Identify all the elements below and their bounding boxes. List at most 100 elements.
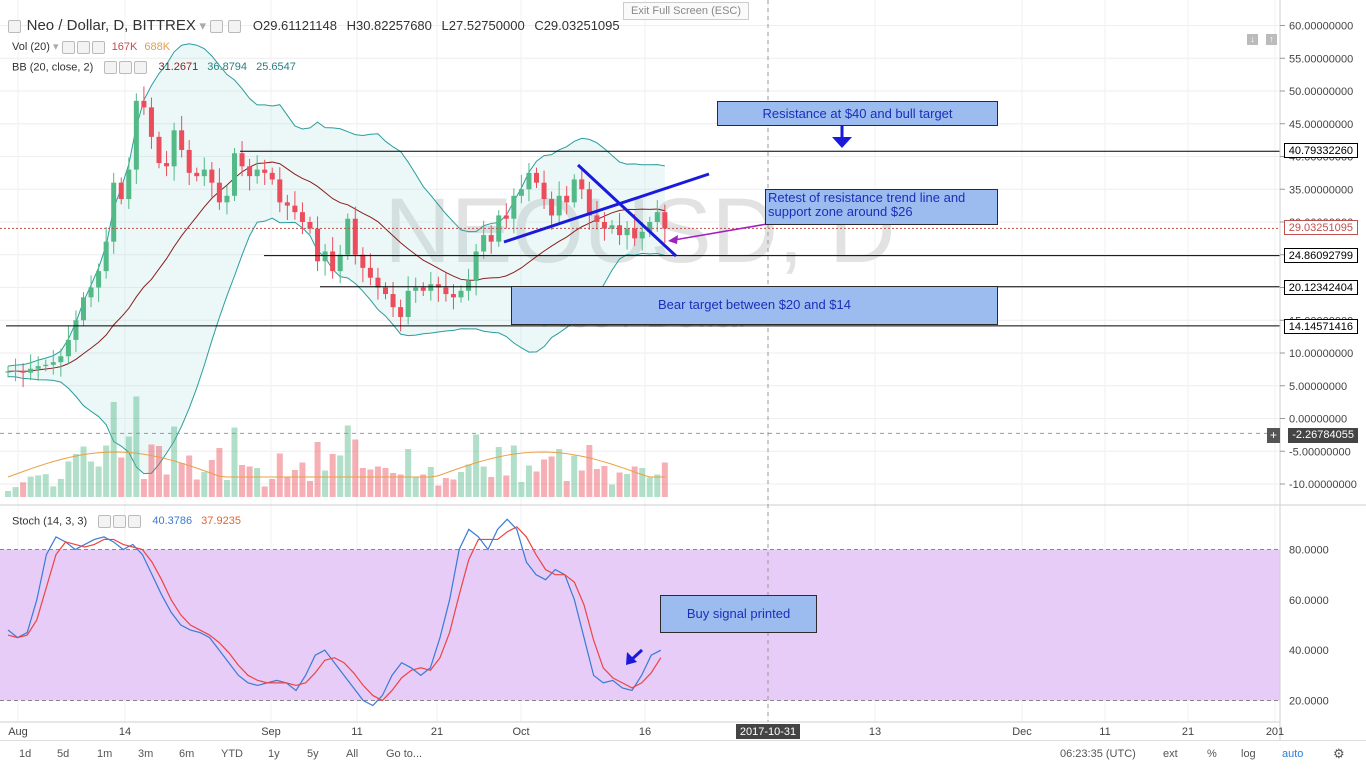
eye-icon[interactable] [61, 40, 75, 54]
time-axis-label: 21 [431, 726, 443, 738]
candle-body [337, 254, 343, 272]
range-ytd[interactable]: YTD [221, 748, 243, 760]
time-axis-label: Aug [8, 726, 28, 738]
range-6m[interactable]: 6m [179, 748, 195, 760]
price-axis-label: 60.00000000 [1289, 21, 1353, 33]
bb-lower-line [7, 217, 665, 475]
volume-bar [103, 445, 110, 497]
volume-bar [541, 459, 548, 497]
price-axis-label: 55.00000000 [1289, 53, 1353, 65]
close-icon[interactable] [134, 61, 148, 74]
scroll-down-icon[interactable]: ↓ [1247, 34, 1258, 45]
percent-toggle[interactable]: % [1207, 748, 1217, 760]
volume-bar [140, 479, 147, 497]
volume-bar [593, 469, 600, 497]
chevron-down-icon[interactable]: ▾ [199, 18, 206, 33]
goto-button[interactable]: Go to... [386, 748, 423, 760]
symbol-header: Neo / Dollar, D, BITTREX ▾ O29.61121148 … [8, 17, 620, 34]
candle [367, 253, 373, 286]
gear-icon[interactable]: ⚙ [1333, 746, 1345, 761]
trend-line-rising [503, 172, 710, 244]
volume-bar [616, 472, 623, 497]
candle [383, 282, 388, 300]
close-icon[interactable] [128, 515, 142, 528]
ohlc-close: C29.03251095 [534, 18, 620, 33]
candle [247, 158, 253, 191]
range-all[interactable]: All [346, 748, 359, 760]
chevron-down-icon[interactable]: ▾ [52, 41, 59, 53]
volume-bar [442, 478, 449, 497]
volume-bar [201, 472, 208, 497]
settings-icon[interactable] [76, 40, 90, 54]
volume-bar [435, 485, 442, 497]
candle [390, 281, 396, 317]
candle-body [473, 251, 479, 281]
range-1d[interactable]: 1d [19, 748, 32, 760]
eye-icon[interactable] [98, 515, 112, 528]
volume-bar [631, 466, 638, 497]
time-axis-label: Oct [512, 726, 529, 738]
range-3m[interactable]: 3m [138, 748, 154, 760]
time-axis-label: 14 [119, 726, 131, 738]
annotation-resistance[interactable]: Resistance at $40 and bull target [717, 101, 998, 126]
candle [171, 122, 177, 181]
volume-bar [609, 484, 615, 497]
level-label-40: 40.79332260 [1283, 143, 1358, 158]
bb-label[interactable]: BB (20, close, 2) [12, 61, 94, 74]
stoch-k-value: 40.3786 [152, 515, 193, 528]
volume-bar [57, 478, 64, 497]
volume-label[interactable]: Vol (20) [12, 41, 50, 53]
volume-bar [133, 396, 140, 497]
volume-bar [314, 442, 321, 497]
collapse-icon[interactable] [8, 20, 21, 34]
candle [541, 170, 547, 209]
range-5d[interactable]: 5d [57, 748, 70, 760]
exit-fullscreen-button[interactable]: Exit Full Screen (ESC) [623, 2, 749, 20]
volume-bar [148, 444, 155, 497]
candle [65, 325, 71, 364]
candle [103, 227, 109, 279]
settings-icon[interactable] [113, 515, 127, 528]
candle-body [556, 195, 562, 216]
auto-toggle[interactable]: auto [1282, 748, 1304, 760]
settings-icon[interactable] [119, 61, 133, 74]
candle [586, 181, 592, 230]
candle-body [65, 339, 71, 357]
range-1y[interactable]: 1y [268, 748, 280, 760]
range-5y[interactable]: 5y [307, 748, 319, 760]
candle [337, 244, 343, 284]
volume-bar [50, 486, 57, 497]
volume-bar [390, 473, 397, 497]
candle [647, 216, 653, 238]
candle-body [50, 362, 56, 365]
compare-icon[interactable] [228, 20, 242, 34]
candle-body [345, 218, 351, 255]
candle [405, 276, 411, 325]
annotation-retest[interactable]: Retest of resistance trend line and supp… [765, 189, 998, 225]
range-1m[interactable]: 1m [97, 748, 113, 760]
candle [435, 276, 441, 302]
volume-bar [427, 467, 434, 497]
volume-bar [563, 481, 570, 497]
volume-bar [450, 479, 457, 497]
stoch-label[interactable]: Stoch (14, 3, 3) [12, 515, 88, 528]
volume-bar [65, 461, 72, 497]
volume-bar [254, 468, 261, 497]
close-icon[interactable] [91, 40, 105, 54]
settings-icon[interactable] [209, 20, 223, 34]
annotation-buy-signal[interactable]: Buy signal printed [660, 595, 817, 633]
ext-toggle[interactable]: ext [1163, 748, 1178, 760]
volume-bar [586, 445, 593, 497]
crosshair-plus-icon[interactable]: + [1267, 428, 1280, 443]
stoch-legend: Stoch (14, 3, 3) 40.3786 37.9235 [12, 515, 241, 528]
candle-body [511, 195, 517, 219]
candle [488, 225, 494, 254]
scroll-up-icon[interactable]: ↑ [1266, 34, 1277, 45]
annotation-bear-target[interactable]: Bear target between $20 and $14 [511, 286, 998, 325]
candle [88, 275, 94, 308]
eye-icon[interactable] [104, 61, 118, 74]
candle [118, 177, 124, 205]
log-toggle[interactable]: log [1241, 748, 1256, 760]
candle [662, 204, 668, 243]
